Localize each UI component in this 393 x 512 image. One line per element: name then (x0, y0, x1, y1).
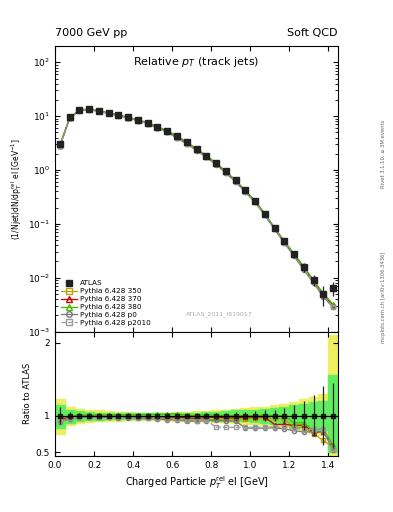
Text: mcplots.cern.ch [arXiv:1306.3436]: mcplots.cern.ch [arXiv:1306.3436] (381, 251, 386, 343)
Text: Rivet 3.1.10, ≥ 3M events: Rivet 3.1.10, ≥ 3M events (381, 119, 386, 188)
Y-axis label: (1/Njet)dN/dp$^{\rm rel}_{T}$ el [GeV$^{-1}$]: (1/Njet)dN/dp$^{\rm rel}_{T}$ el [GeV$^{… (9, 138, 24, 240)
Text: Soft QCD: Soft QCD (288, 28, 338, 38)
Legend: ATLAS, Pythia 6.428 350, Pythia 6.428 370, Pythia 6.428 380, Pythia 6.428 p0, Py: ATLAS, Pythia 6.428 350, Pythia 6.428 37… (59, 278, 153, 328)
Y-axis label: Ratio to ATLAS: Ratio to ATLAS (23, 363, 31, 424)
Text: 7000 GeV pp: 7000 GeV pp (55, 28, 127, 38)
Text: ATLAS_2011_I919017: ATLAS_2011_I919017 (186, 312, 253, 317)
Text: Relative $p_{T}$ (track jets): Relative $p_{T}$ (track jets) (133, 55, 260, 69)
X-axis label: Charged Particle $p^{\rm rel}_{T}$ el [GeV]: Charged Particle $p^{\rm rel}_{T}$ el [G… (125, 474, 268, 490)
